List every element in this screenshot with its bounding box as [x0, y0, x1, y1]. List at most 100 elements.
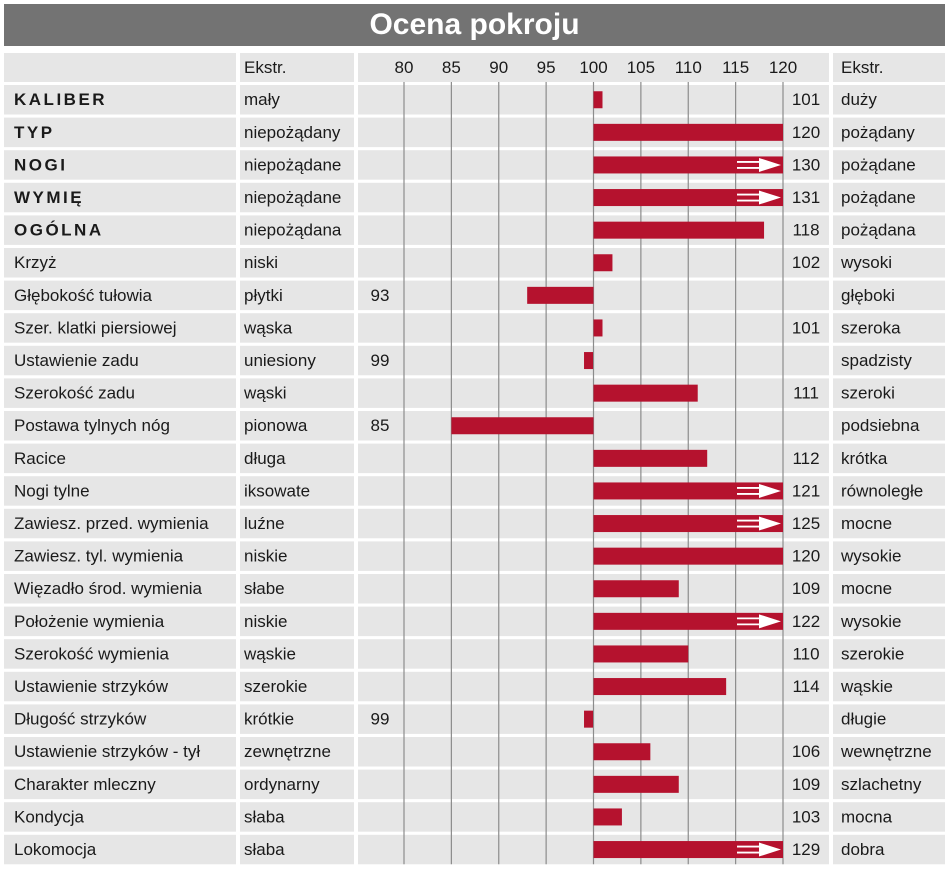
trait-label: KALIBER: [14, 90, 107, 109]
trait-label: Ustawienie strzyków: [14, 677, 169, 696]
value-label: 121: [792, 481, 820, 500]
row-cell-high: [833, 345, 945, 376]
header-cell-high: [833, 53, 945, 82]
row-cell-trait: [4, 117, 236, 148]
row-cell-high: [833, 834, 945, 865]
high-extreme-label: wysoki: [840, 253, 892, 272]
row-cell-trait: [4, 574, 236, 604]
value-label: 122: [792, 612, 820, 631]
row-cell-trait: [4, 671, 236, 702]
trait-label: Szer. klatki piersiowej: [14, 318, 177, 337]
low-extreme-label: długa: [244, 449, 286, 468]
value-label: 110: [792, 644, 819, 663]
bar: [593, 612, 783, 630]
bar: [584, 710, 594, 728]
value-label: 109: [792, 579, 820, 598]
low-extreme-label: pionowa: [244, 416, 308, 435]
row-cell-trait: [4, 737, 236, 767]
trait-label: Kondycja: [14, 807, 84, 826]
row-cell-high: [833, 671, 945, 702]
bar: [593, 645, 689, 663]
overflow-arrow-icon: [737, 614, 781, 629]
tick-label: 100: [579, 58, 607, 77]
trait-label: Szerokość wymienia: [14, 644, 169, 663]
arrow-head: [759, 516, 781, 531]
high-extreme-label: szlachetny: [841, 775, 922, 794]
row-cell-low: [240, 541, 354, 571]
trait-label: Więzadło środ. wymienia: [14, 579, 203, 598]
trait-label: Ustawienie zadu: [14, 351, 139, 370]
row-cell-high: [833, 215, 945, 245]
row-cell-trait: [4, 378, 236, 408]
high-extreme-label: pożądana: [841, 221, 916, 240]
row-cell-high: [833, 443, 945, 474]
high-extreme-label: głęboki: [841, 286, 895, 305]
row-cell-high: [833, 182, 945, 213]
row-cell-low: [240, 606, 354, 637]
bar: [593, 515, 783, 533]
low-extreme-label: słabe: [244, 579, 285, 598]
bar: [593, 547, 783, 565]
row-cell-high: [833, 704, 945, 734]
value-label: 111: [793, 384, 819, 403]
trait-label: Szerokość zadu: [14, 384, 135, 403]
arrow-head: [759, 614, 781, 629]
high-extreme-label: pożądane: [841, 188, 916, 207]
trait-label: Zawiesz. tyl. wymienia: [14, 547, 184, 566]
tick-label: 110: [675, 58, 702, 77]
row-cell-high: [833, 737, 945, 767]
high-extreme-label: szeroka: [841, 318, 901, 337]
low-extreme-label: wąska: [243, 318, 293, 337]
tick-label: 105: [627, 58, 655, 77]
header-cell-low: [240, 53, 354, 82]
high-extreme-label: równoległe: [841, 481, 923, 500]
row-cell-low: [240, 85, 354, 115]
bar: [451, 417, 594, 435]
row-cell-trait: [4, 639, 236, 669]
tick-label: 115: [722, 58, 749, 77]
low-extreme-label: ordynarny: [244, 775, 320, 794]
row-cell-trait: [4, 834, 236, 865]
high-extreme-label: wąskie: [840, 677, 893, 696]
row-cell-high: [833, 476, 945, 506]
trait-label: Zawiesz. przed. wymienia: [14, 514, 209, 533]
bar: [593, 841, 783, 859]
low-extreme-label: niskie: [244, 547, 287, 566]
value-label: 130: [792, 155, 820, 174]
bar: [593, 189, 783, 207]
row-cell-high: [833, 639, 945, 669]
high-extreme-label: mocne: [841, 514, 892, 533]
trait-label: WYMIĘ: [14, 188, 84, 207]
row-cell-trait: [4, 606, 236, 637]
row-cell-low: [240, 834, 354, 865]
row-cell-trait: [4, 248, 236, 278]
row-cell-low: [240, 345, 354, 376]
header-right-extreme: Ekstr.: [841, 58, 884, 77]
value-label: 129: [792, 840, 820, 859]
overflow-arrow-icon: [737, 516, 781, 531]
bar: [593, 91, 603, 109]
high-extreme-label: spadzisty: [841, 351, 912, 370]
overflow-arrow-icon: [737, 483, 781, 498]
value-label: 120: [792, 123, 820, 142]
bar: [593, 449, 708, 467]
bar: [593, 580, 679, 598]
overflow-arrow-icon: [737, 842, 781, 857]
header-left-extreme: Ekstr.: [244, 58, 287, 77]
value-label: 93: [371, 286, 390, 305]
row-cell-low: [240, 574, 354, 604]
row-cell-low: [240, 704, 354, 734]
low-extreme-label: uniesiony: [244, 351, 316, 370]
row-cell-trait: [4, 182, 236, 213]
row-cell-high: [833, 802, 945, 832]
low-extreme-label: słaba: [244, 807, 285, 826]
trait-label: Lokomocja: [14, 840, 97, 859]
row-cell-low: [240, 117, 354, 148]
row-cell-trait: [4, 541, 236, 571]
row-cell-low: [240, 280, 354, 311]
high-extreme-label: szeroki: [841, 384, 895, 403]
high-extreme-label: pożądany: [841, 123, 915, 142]
row-cell-trait: [4, 150, 236, 180]
row-cell-low: [240, 671, 354, 702]
low-extreme-label: niski: [244, 253, 278, 272]
